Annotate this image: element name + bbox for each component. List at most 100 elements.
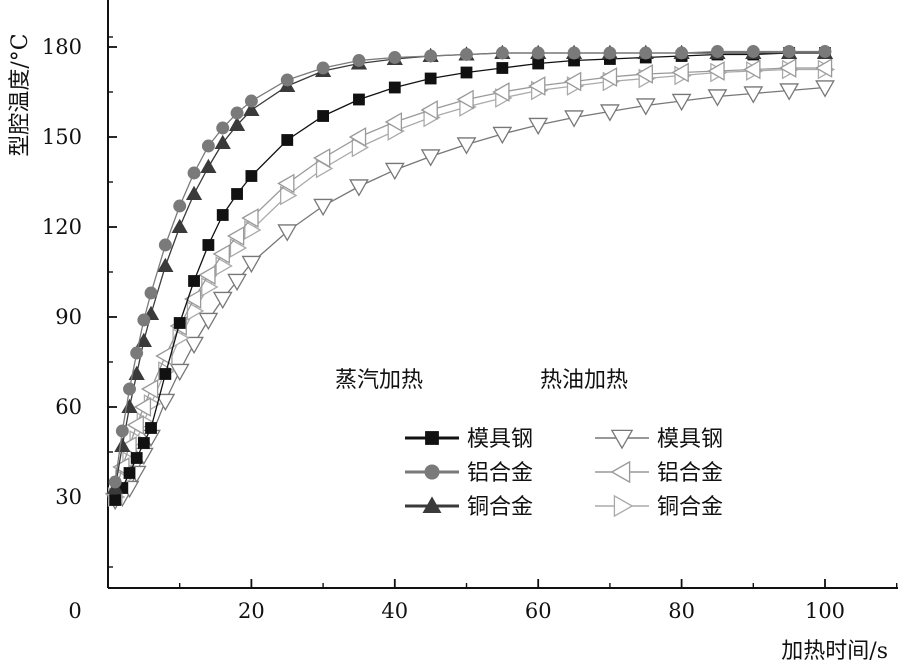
data-point (671, 93, 692, 112)
data-point (133, 397, 152, 417)
data-point (814, 58, 833, 78)
legend-marker (424, 464, 440, 480)
data-point (241, 255, 262, 274)
data-point (280, 185, 298, 206)
y-tick-label: 120 (42, 215, 82, 239)
data-point (185, 185, 203, 200)
x-tick-label: 100 (805, 599, 845, 623)
data-point (313, 148, 331, 168)
data-point (528, 76, 546, 96)
data-point (635, 98, 656, 116)
data-point (145, 422, 157, 434)
legend-marker (613, 494, 634, 518)
data-point (281, 134, 294, 146)
data-point (173, 199, 187, 213)
data-point (531, 46, 545, 60)
data-point (173, 317, 186, 329)
data-point (564, 110, 584, 128)
data-point (212, 244, 230, 264)
data-point (782, 45, 796, 58)
data-point (228, 116, 246, 131)
data-point (639, 46, 653, 60)
data-point (746, 45, 760, 58)
data-point (227, 273, 247, 292)
legend-label: 铝合金 (657, 461, 723, 486)
legend-group-title: 热油加热 (540, 368, 628, 393)
data-point (496, 62, 509, 74)
data-point (187, 166, 201, 180)
data-point (243, 101, 260, 116)
data-point (460, 66, 473, 79)
data-point (230, 106, 244, 120)
data-point (743, 86, 764, 104)
data-point (316, 61, 330, 75)
data-point (202, 239, 215, 251)
legend-label: 铜合金 (657, 495, 723, 520)
data-point (216, 121, 230, 135)
legend-group-title: 蒸汽加热 (335, 368, 423, 393)
axes: 30 60 90 120 150 180 20 40 60 80 100 0 加热时间/s 型腔温度/°C (8, 0, 898, 664)
data-point (424, 72, 437, 85)
data-point (277, 224, 298, 242)
data-point (317, 110, 330, 122)
legend-label: 铝合金 (467, 461, 533, 486)
legend-label: 模具钢 (467, 427, 533, 452)
data-point (348, 127, 367, 147)
legend-marker (422, 496, 442, 513)
data-point (818, 45, 832, 58)
data-point (169, 363, 190, 382)
data-point (184, 336, 204, 355)
x-tick-label: 20 (238, 599, 265, 623)
data-point (707, 89, 728, 107)
data-point (215, 256, 233, 276)
data-point (277, 173, 295, 194)
data-point (155, 393, 176, 412)
data-point (114, 437, 131, 452)
data-point (201, 139, 215, 153)
data-point (155, 346, 173, 366)
y-tick-label: 30 (55, 485, 82, 509)
data-point (188, 275, 200, 287)
x-axis-title: 加热时间/s (781, 639, 888, 664)
y-axis-title: 型腔温度/°C (8, 33, 33, 156)
data-point (244, 220, 262, 240)
data-point (456, 137, 477, 155)
data-point (635, 64, 653, 84)
y-tick-label: 150 (42, 125, 82, 149)
data-point (528, 117, 549, 136)
data-point (707, 61, 725, 81)
data-point (244, 94, 258, 108)
data-point (198, 312, 219, 331)
data-point (603, 46, 617, 60)
data-point (231, 188, 243, 200)
plot-area (105, 44, 836, 511)
data-point (137, 313, 151, 327)
data-point (600, 104, 620, 122)
x-tick-label: 40 (381, 599, 408, 623)
data-point (280, 73, 294, 87)
legend-marker (610, 429, 634, 450)
data-point (158, 238, 172, 252)
data-point (157, 257, 174, 272)
x-tick-label: 60 (525, 599, 552, 623)
data-point (492, 126, 513, 145)
legend-label: 模具钢 (657, 427, 723, 452)
data-point (711, 45, 724, 58)
data-point (532, 57, 545, 70)
data-point (675, 46, 689, 60)
y-tick-label: 60 (55, 395, 82, 419)
data-point (420, 149, 441, 167)
data-point (140, 379, 159, 399)
data-point (144, 286, 158, 300)
data-point (123, 467, 136, 479)
data-point (245, 170, 258, 182)
data-point (137, 437, 150, 449)
data-point (384, 162, 405, 181)
data-point (198, 265, 216, 285)
data-point (216, 209, 229, 221)
data-point (388, 81, 401, 94)
data-point (229, 238, 248, 258)
series-2 (108, 45, 832, 489)
legend-marker (425, 431, 439, 445)
